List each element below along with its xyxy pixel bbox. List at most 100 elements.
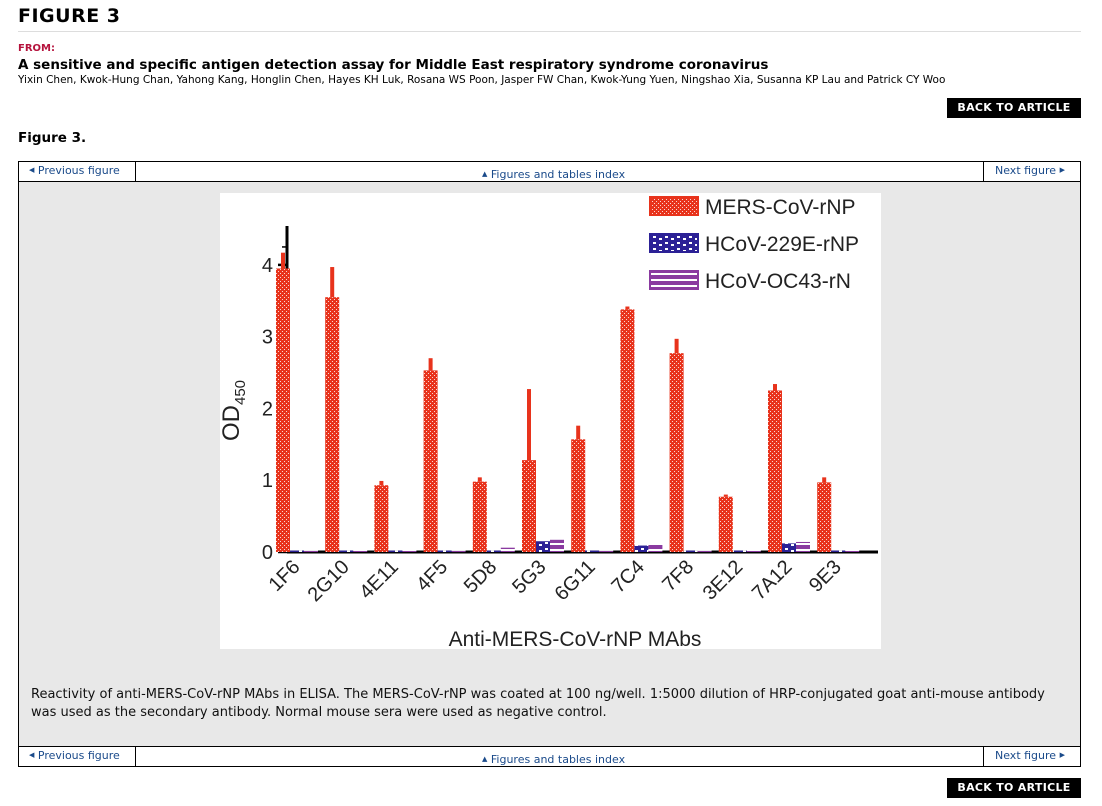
bar-mers-cov-rnp: [276, 268, 290, 552]
bar-hcov-229e-rnp: [437, 550, 452, 553]
triangle-right-icon: ▶: [1059, 751, 1065, 759]
error-bar: [428, 358, 433, 371]
x-tick-label: 9E3: [805, 556, 846, 597]
triangle-left-icon: ◀: [29, 751, 35, 759]
bar-mers-cov-rnp: [325, 297, 340, 552]
legend-swatch: [649, 196, 699, 216]
bar-hcov-oc43-rn: [746, 549, 761, 552]
bar-mers-cov-rnp: [423, 370, 438, 552]
bar-hcov-229e-rnp: [388, 550, 403, 553]
previous-figure-link-bottom[interactable]: ◀ Previous figure: [19, 747, 136, 766]
y-tick-label: 3: [262, 327, 273, 349]
figure-nav-top: ◀ Previous figure ▲ Figures and tables i…: [19, 162, 1080, 182]
legend-label: HCoV-229E-rNP: [705, 233, 859, 256]
x-tick-label: 7F8: [658, 556, 698, 596]
next-figure-label: Next figure: [995, 749, 1057, 762]
error-bar: [330, 267, 335, 298]
bar-hcov-229e-rnp: [290, 550, 304, 553]
error-bar: [723, 494, 728, 497]
figures-index-link-bottom[interactable]: ▲ Figures and tables index: [482, 751, 625, 769]
bar-hcov-oc43-rn: [353, 549, 368, 552]
previous-figure-link[interactable]: ◀ Previous figure: [19, 162, 136, 181]
x-axis-label: Anti-MERS-CoV-rNP MAbs: [449, 628, 702, 649]
figure-container: ◀ Previous figure ▲ Figures and tables i…: [18, 161, 1081, 767]
bar-hcov-oc43-rn: [599, 550, 614, 553]
x-tick-label: 5D8: [460, 556, 502, 598]
x-tick-label: 4F5: [412, 556, 452, 596]
y-tick-label: 2: [262, 398, 273, 420]
figures-index-label: Figures and tables index: [490, 753, 626, 766]
bar-mers-cov-rnp: [472, 481, 487, 552]
x-tick-label: 4E11: [355, 556, 403, 604]
error-bar: [576, 425, 581, 440]
x-tick-label: 7A12: [748, 556, 797, 605]
bar-mers-cov-rnp: [522, 460, 536, 552]
figure-nav-bottom: ◀ Previous figure ▲ Figures and tables i…: [19, 746, 1080, 766]
next-figure-link[interactable]: Next figure ▶: [983, 162, 1080, 181]
error-bar: [477, 477, 482, 482]
figures-index-link[interactable]: ▲ Figures and tables index: [482, 166, 625, 184]
bar-hcov-oc43-rn: [550, 539, 564, 552]
bar-hcov-229e-rnp: [339, 550, 354, 553]
bar-mers-cov-rnp: [768, 390, 782, 552]
y-axis-label: OD450: [220, 380, 249, 441]
figures-index-label: Figures and tables index: [490, 168, 626, 181]
article-title: A sensitive and specific antigen detecti…: [18, 57, 769, 73]
bar-hcov-oc43-rn: [648, 543, 663, 552]
error-bar: [625, 306, 630, 310]
legend-label: HCoV-OC43-rN: [705, 270, 851, 293]
previous-figure-label: Previous figure: [37, 164, 120, 177]
error-bar: [773, 384, 777, 391]
error-bar: [281, 252, 285, 269]
x-tick-label: 2G10: [304, 556, 354, 606]
bar-mers-cov-rnp: [571, 439, 586, 552]
error-bar: [527, 389, 531, 461]
x-tick-label: 3E12: [699, 556, 748, 605]
bar-hcov-oc43-rn: [402, 549, 417, 552]
bar-hcov-oc43-rn: [304, 550, 318, 553]
bar-hcov-229e-rnp: [486, 550, 501, 553]
bar-hcov-229e-rnp: [536, 541, 550, 552]
triangle-up-icon: ▲: [482, 170, 488, 178]
bar-hcov-229e-rnp: [585, 550, 600, 553]
back-to-article-button[interactable]: BACK TO ARTICLE: [947, 98, 1081, 118]
bar-mers-cov-rnp: [620, 309, 635, 552]
error-bar: [822, 477, 827, 483]
bar-mers-cov-rnp: [374, 485, 389, 552]
y-tick-label: 0: [262, 542, 273, 564]
x-tick-label: 7C4: [607, 556, 649, 598]
bar-hcov-229e-rnp: [732, 550, 747, 553]
y-tick-label: 4: [262, 255, 273, 277]
figure-caption: Reactivity of anti-MERS-CoV-rNP MAbs in …: [31, 687, 1045, 720]
triangle-up-icon: ▲: [482, 755, 488, 763]
triangle-right-icon: ▶: [1059, 166, 1065, 174]
bar-hcov-229e-rnp: [782, 543, 796, 552]
bar-hcov-oc43-rn: [796, 541, 810, 552]
chart-panel: 0 1 2 3 4 OD450 1F6 2G10 4E11 4F5 5D8 5G3 6G11 7C4 7F8…: [220, 193, 881, 649]
from-label: FROM:: [18, 43, 55, 54]
next-figure-label: Next figure: [995, 164, 1057, 177]
bar-mers-cov-rnp: [817, 482, 832, 552]
bar-hcov-oc43-rn: [697, 550, 712, 553]
legend-label: MERS-CoV-rNP: [705, 196, 856, 219]
triangle-left-icon: ◀: [29, 166, 35, 174]
error-bar: [379, 480, 384, 486]
author-list: Yixin Chen, Kwok-Hung Chan, Yahong Kang,…: [18, 74, 946, 86]
page-heading: FIGURE 3: [18, 5, 121, 27]
legend-swatch: [649, 270, 699, 290]
x-tick-label: 5G3: [508, 556, 550, 598]
legend-swatch: [649, 233, 699, 253]
bar-mers-cov-rnp: [669, 353, 684, 552]
figure-label: Figure 3.: [18, 130, 87, 146]
bar-hcov-229e-rnp: [634, 545, 649, 552]
bar-hcov-oc43-rn: [500, 547, 515, 552]
error-bar: [674, 338, 679, 354]
back-to-article-button-bottom[interactable]: BACK TO ARTICLE: [947, 778, 1081, 798]
x-tick-label: 6G11: [551, 556, 600, 605]
bar-hcov-oc43-rn: [845, 549, 860, 552]
bar-hcov-229e-rnp: [831, 550, 846, 553]
heading-divider: [18, 31, 1081, 32]
bar-hcov-229e-rnp: [683, 550, 698, 553]
next-figure-link-bottom[interactable]: Next figure ▶: [983, 747, 1080, 766]
